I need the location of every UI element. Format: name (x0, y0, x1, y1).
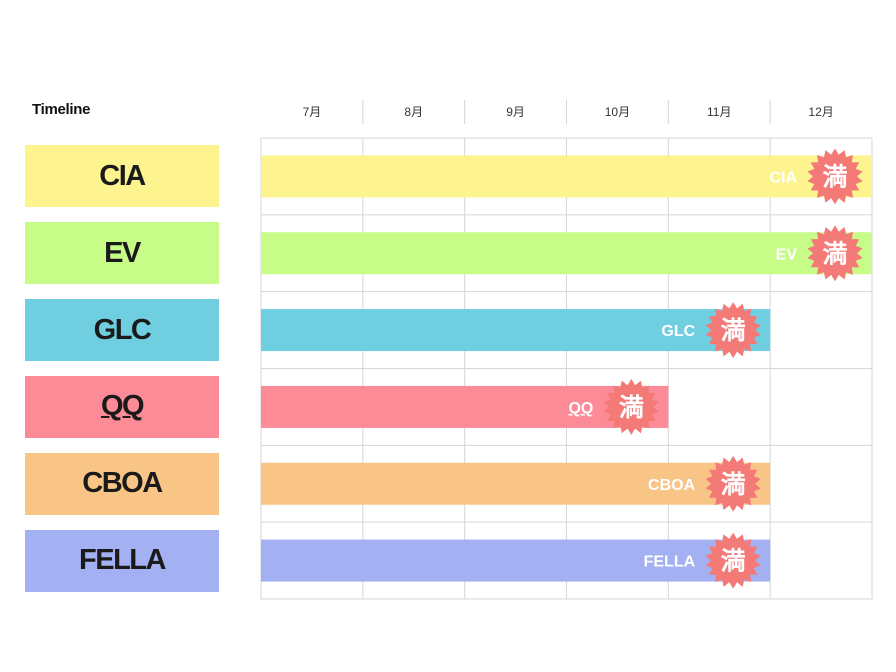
bar-ev (261, 232, 872, 275)
bar-cia (261, 155, 872, 198)
bar-glc (261, 309, 771, 352)
bar-qq (261, 385, 669, 428)
full-badge-icon (705, 302, 761, 359)
bar-label: FELLA (644, 554, 696, 571)
row-label-qq: QQ (25, 375, 219, 438)
month-label: 8月 (404, 105, 423, 119)
month-label: 12月 (808, 105, 833, 119)
row-label-text: CIA (99, 159, 146, 192)
bar-label: EV (776, 246, 798, 263)
row-label-fella: FELLA (25, 529, 219, 592)
row-label-text: QQ (100, 390, 145, 423)
full-badge-label: 満 (721, 316, 746, 345)
full-badge-icon (705, 532, 761, 589)
full-badge-label: 満 (822, 162, 847, 191)
chart-title: Timeline (32, 101, 91, 118)
full-badge-label: 満 (619, 393, 644, 422)
month-label: 11月 (707, 105, 731, 119)
bar-label: CIA (769, 169, 797, 186)
row-label-cia: CIA (25, 145, 219, 208)
full-badge-icon (603, 378, 659, 435)
row-label-ev: EV (25, 222, 219, 285)
bar-label: GLC (661, 323, 695, 340)
full-badge-icon (807, 225, 863, 282)
full-badge-label: 満 (721, 547, 746, 576)
row-label-text: EV (104, 236, 141, 269)
month-label: 10月 (605, 105, 630, 119)
row-label-text: CBOA (82, 467, 163, 500)
full-badge-label: 満 (721, 470, 746, 499)
row-label-glc: GLC (25, 299, 219, 362)
bar-cboa (261, 462, 771, 505)
full-badge-icon (807, 148, 863, 205)
month-label: 7月 (303, 105, 322, 119)
row-label-text: GLC (93, 313, 152, 346)
row-label-text: FELLA (79, 544, 166, 577)
bar-label: QQ (568, 400, 593, 417)
month-label: 9月 (506, 105, 525, 119)
full-badge-icon (705, 455, 761, 512)
bar-label: CBOA (648, 477, 696, 494)
full-badge-label: 満 (822, 239, 847, 268)
bar-fella (261, 539, 771, 582)
row-label-cboa: CBOA (25, 452, 219, 515)
